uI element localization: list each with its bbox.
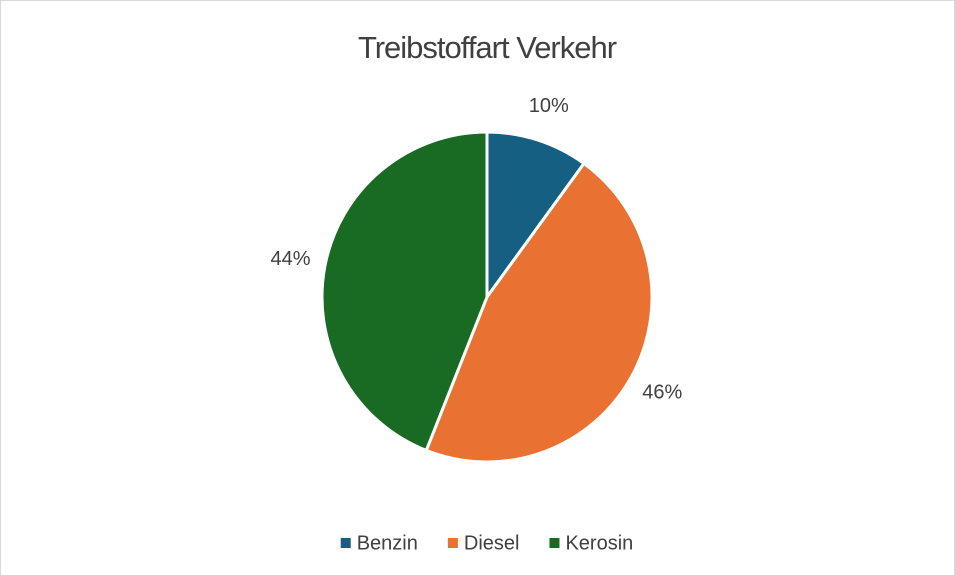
pie-slice — [320, 130, 489, 453]
legend-label: Benzin — [357, 532, 418, 554]
data-label: 46% — [642, 382, 682, 404]
legend-swatch — [549, 538, 560, 548]
pie-slice — [424, 161, 654, 464]
chart-title: Treibstoffart Verkehr — [358, 30, 617, 65]
legend-swatch — [340, 538, 351, 548]
legend-label: Diesel — [464, 532, 520, 554]
data-label: 10% — [529, 95, 569, 117]
pie-slice — [485, 130, 587, 302]
data-label: 44% — [271, 248, 311, 270]
legend-label: Kerosin — [565, 532, 633, 554]
legend-swatch — [447, 538, 458, 548]
